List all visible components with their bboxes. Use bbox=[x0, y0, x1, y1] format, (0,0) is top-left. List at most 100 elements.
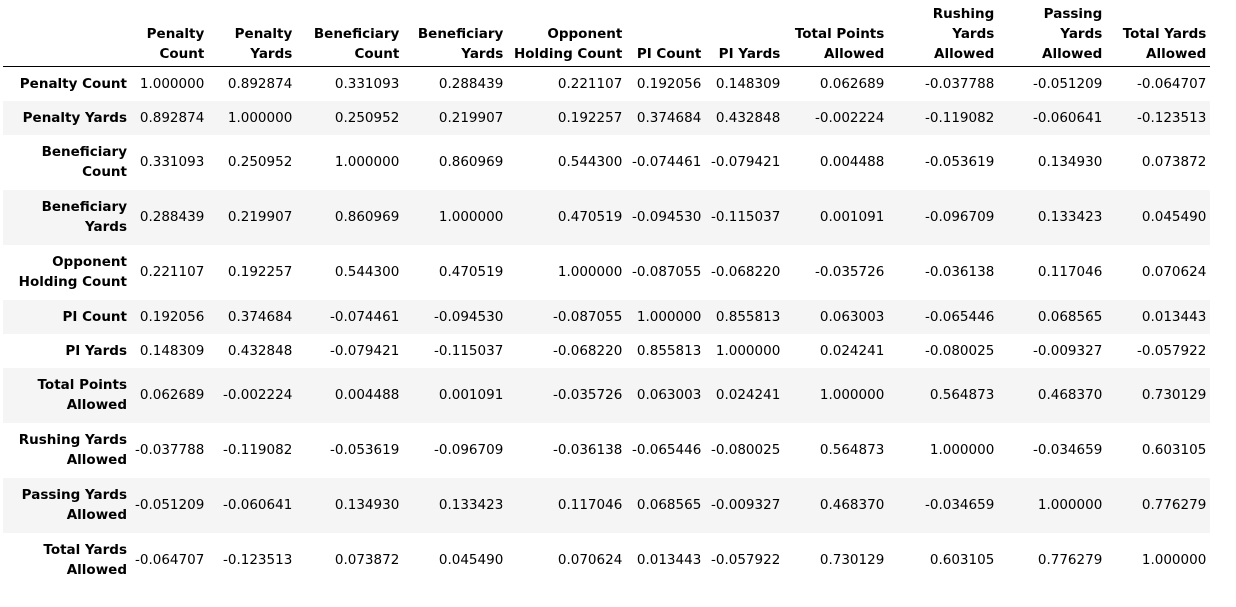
table-cell: 0.603105 bbox=[929, 552, 995, 568]
table-body: Penalty Count 1.000000 0.892874 0.331093 0.2… bbox=[3, 67, 1211, 588]
table-cell: 0.331093 bbox=[334, 75, 400, 92]
column-header: Rushing Yards Allowed bbox=[888, 4, 999, 67]
table-cell: -0.034659 bbox=[1033, 442, 1103, 458]
table-cell: -0.053619 bbox=[925, 154, 995, 170]
table-cell: 0.776279 bbox=[1037, 552, 1103, 568]
column-header: Beneficiary Count bbox=[296, 4, 404, 67]
table-cell: -0.057922 bbox=[1137, 342, 1207, 359]
table-cell: 0.133423 bbox=[438, 497, 504, 513]
table-cell: 0.070624 bbox=[557, 552, 623, 568]
table-cell: -0.087055 bbox=[632, 264, 702, 280]
table-cell: 0.192056 bbox=[139, 308, 205, 325]
table-cell: 0.860969 bbox=[334, 209, 400, 225]
row-header: Beneficiary Count bbox=[41, 144, 127, 180]
table-cell: -0.068220 bbox=[711, 264, 781, 280]
table-cell: 0.250952 bbox=[334, 109, 400, 126]
table-cell: 0.374684 bbox=[636, 109, 702, 126]
table-cell: 0.468370 bbox=[1037, 387, 1103, 403]
table-cell: 0.544300 bbox=[334, 264, 400, 280]
table-cell: 0.001091 bbox=[819, 209, 885, 225]
table-cell: -0.057922 bbox=[711, 552, 781, 568]
table-cell: 0.250952 bbox=[227, 154, 293, 170]
row-header: PI Yards bbox=[65, 342, 127, 359]
table-cell: 0.001091 bbox=[438, 387, 504, 403]
table-cell: 0.068565 bbox=[1037, 308, 1103, 325]
table-row: Rushing Yards Allowed -0.037788 -0.119082 -… bbox=[3, 423, 1210, 478]
table-row: Passing Yards Allowed -0.051209 -0.060641 0… bbox=[3, 477, 1211, 533]
table-cell: 0.073872 bbox=[1141, 154, 1207, 170]
table-row: Total Yards Allowed -0.064707 -0.123513 0.0… bbox=[3, 533, 1210, 588]
column-header: PI Count bbox=[626, 4, 706, 67]
table-cell: 0.331093 bbox=[139, 154, 205, 170]
table-cell: 0.148309 bbox=[139, 342, 205, 359]
table-cell: -0.123513 bbox=[223, 552, 293, 568]
table-cell: 1.000000 bbox=[557, 264, 623, 280]
table-cell: -0.036138 bbox=[553, 442, 623, 458]
row-header: Rushing Yards Allowed bbox=[18, 432, 127, 468]
table-cell: -0.037788 bbox=[135, 442, 205, 458]
table-cell: 0.045490 bbox=[1141, 209, 1207, 225]
column-header: Opponent Holding Count bbox=[507, 4, 627, 67]
table-cell: 0.470519 bbox=[557, 209, 623, 225]
table-row: Total Points Allowed 0.062689 -0.002224 0.0… bbox=[3, 367, 1211, 423]
column-header: Passing Yards Allowed bbox=[998, 4, 1107, 67]
table-row: Beneficiary Yards 0.288439 0.219907 0.86096… bbox=[3, 189, 1211, 245]
table-cell: 0.062689 bbox=[819, 75, 885, 92]
table-cell: 0.004488 bbox=[334, 387, 400, 403]
table-cell: -0.087055 bbox=[553, 308, 623, 325]
correlation-table: Penalty Count Penalty Yards Beneficiary … bbox=[3, 4, 1211, 588]
table-cell: 0.070624 bbox=[1141, 264, 1207, 280]
table-cell: -0.115037 bbox=[434, 342, 504, 359]
table-cell: -0.115037 bbox=[711, 209, 781, 225]
row-header: PI Count bbox=[62, 308, 127, 325]
table-cell: -0.074461 bbox=[330, 308, 400, 325]
table-cell: -0.094530 bbox=[632, 209, 702, 225]
table-row: Opponent Holding Count 0.221107 0.192257 0.… bbox=[3, 245, 1210, 300]
header-row: Penalty Count Penalty Yards Beneficiary … bbox=[3, 4, 1211, 67]
table-cell: 1.000000 bbox=[1037, 497, 1103, 513]
table-cell: -0.096709 bbox=[434, 442, 504, 458]
corner-cell bbox=[3, 4, 131, 67]
column-header: Penalty Yards bbox=[208, 4, 297, 67]
table-cell: 0.730129 bbox=[1141, 387, 1207, 403]
table-cell: 1.000000 bbox=[636, 308, 702, 325]
table-cell: -0.009327 bbox=[711, 497, 781, 513]
table-cell: -0.064707 bbox=[135, 552, 205, 568]
table-cell: 1.000000 bbox=[929, 442, 995, 458]
row-header: Penalty Count bbox=[19, 75, 127, 92]
table-cell: 0.219907 bbox=[227, 209, 293, 225]
table-cell: 0.192056 bbox=[636, 75, 702, 92]
table-cell: 0.004488 bbox=[819, 154, 885, 170]
table-cell: -0.053619 bbox=[330, 442, 400, 458]
table-cell: -0.123513 bbox=[1137, 109, 1207, 126]
table-cell: 1.000000 bbox=[334, 154, 400, 170]
row-header: Beneficiary Yards bbox=[41, 199, 127, 235]
table-cell: 1.000000 bbox=[227, 109, 293, 126]
table-cell: -0.119082 bbox=[223, 442, 293, 458]
table-cell: 0.063003 bbox=[636, 387, 702, 403]
table-cell: -0.002224 bbox=[815, 109, 885, 126]
table-cell: 0.117046 bbox=[1037, 264, 1103, 280]
table-cell: 0.045490 bbox=[438, 552, 504, 568]
row-header: Total Yards Allowed bbox=[43, 542, 127, 578]
table-cell: 0.544300 bbox=[557, 154, 623, 170]
table-cell: -0.064707 bbox=[1137, 75, 1207, 92]
table-cell: -0.060641 bbox=[223, 497, 293, 513]
row-header: Opponent Holding Count bbox=[18, 254, 127, 290]
table-cell: 0.133423 bbox=[1037, 209, 1103, 225]
table-cell: -0.034659 bbox=[925, 497, 995, 513]
table-cell: -0.036138 bbox=[925, 264, 995, 280]
table-cell: -0.080025 bbox=[711, 442, 781, 458]
table-cell: 1.000000 bbox=[139, 75, 205, 92]
table-cell: 0.776279 bbox=[1141, 497, 1207, 513]
table-cell: -0.119082 bbox=[925, 109, 995, 126]
table-cell: -0.002224 bbox=[223, 387, 293, 403]
table-cell: 0.192257 bbox=[557, 109, 623, 126]
table-cell: -0.051209 bbox=[135, 497, 205, 513]
table-cell: -0.065446 bbox=[925, 308, 995, 325]
table-cell: 0.221107 bbox=[557, 75, 623, 92]
table-cell: 0.855813 bbox=[715, 308, 781, 325]
table-cell: 0.730129 bbox=[819, 552, 885, 568]
table-cell: -0.037788 bbox=[925, 75, 995, 92]
table-cell: 0.219907 bbox=[438, 109, 504, 126]
